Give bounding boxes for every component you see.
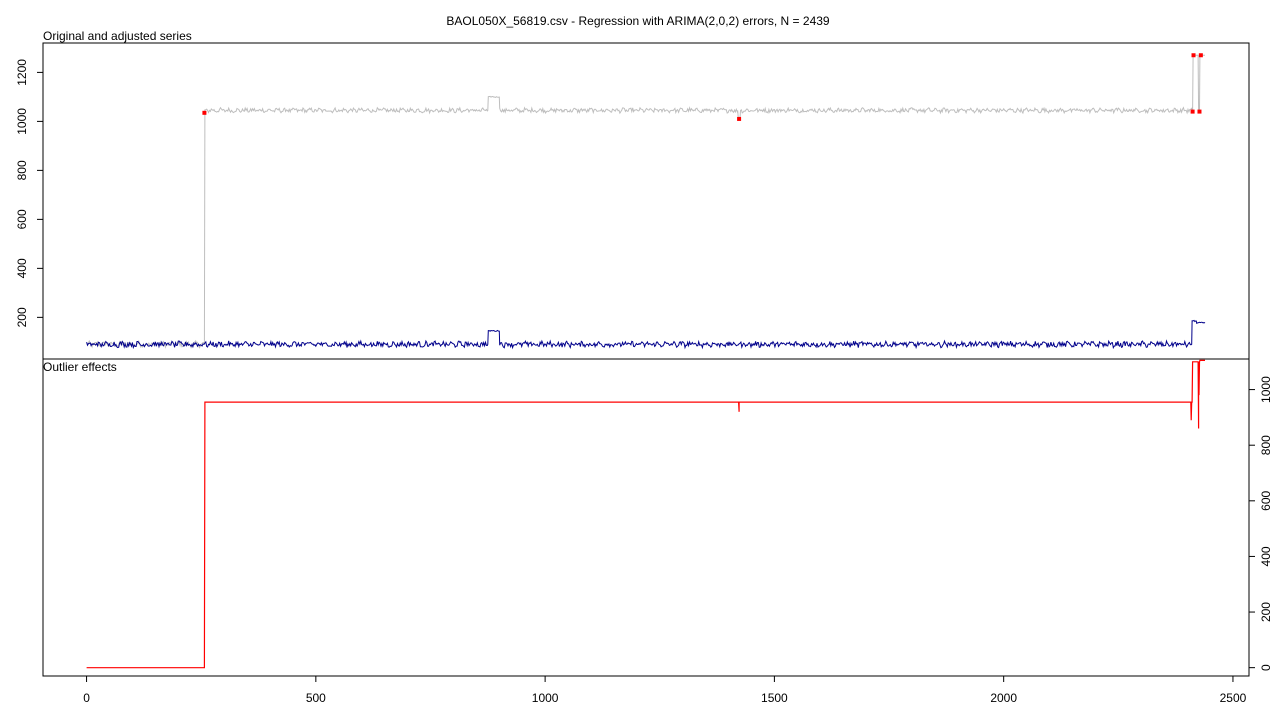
panel-title-original-adjusted: Original and adjusted series [43,29,192,43]
bottom-y-tick-label: 0 [1259,664,1273,671]
bottom-y-tick-label: 200 [1259,602,1273,622]
x-tick-label: 0 [83,691,90,705]
panel-title-outlier-effects: Outlier effects [43,360,117,374]
outlier-point [1197,109,1202,114]
top-y-tick-label: 400 [15,258,29,278]
x-tick-label: 500 [306,691,326,705]
top-y-tick-label: 1000 [15,108,29,135]
top-y-tick-label: 800 [15,160,29,180]
original-series-line [86,54,1205,349]
bottom-y-tick-label: 1000 [1259,376,1273,403]
top-y-tick-label: 600 [15,209,29,229]
bottom-y-tick-label: 600 [1259,490,1273,510]
bottom-y-tick-label: 400 [1259,546,1273,566]
outlier-point [202,110,207,115]
bottom-series-group [86,359,1205,669]
panel-original-adjusted: Original and adjusted series 200 400 600 80… [15,29,1250,360]
bottom-panel-frame [42,358,1250,677]
top-y-axis: 200 400 600 800 1000 1200 [15,59,43,327]
x-tick-label: 2000 [990,691,1017,705]
x-tick-label: 2500 [1220,691,1247,705]
top-y-tick-label: 200 [15,307,29,327]
x-tick-label: 1000 [532,691,559,705]
top-y-tick-label: 1200 [15,59,29,86]
top-panel-frame [42,42,1250,360]
adjusted-series-line [86,319,1206,350]
x-axis: 0 500 1000 1500 2000 2500 [83,676,1247,705]
effects-series-line [86,359,1205,669]
outlier-point [737,116,742,121]
outlier-point [1190,109,1195,114]
x-tick-label: 1500 [761,691,788,705]
bottom-y-axis: 0 200 400 600 800 1000 [1249,376,1273,671]
outlier-point [1198,53,1203,58]
outlier-point [1191,53,1196,58]
bottom-y-tick-label: 800 [1259,435,1273,455]
top-series-group [86,53,1206,350]
panel-outlier-effects: Outlier effects 0 200 400 600 800 1000 [42,358,1273,677]
main-title: BAOL050X_56819.csv - Regression with ARI… [446,14,830,28]
